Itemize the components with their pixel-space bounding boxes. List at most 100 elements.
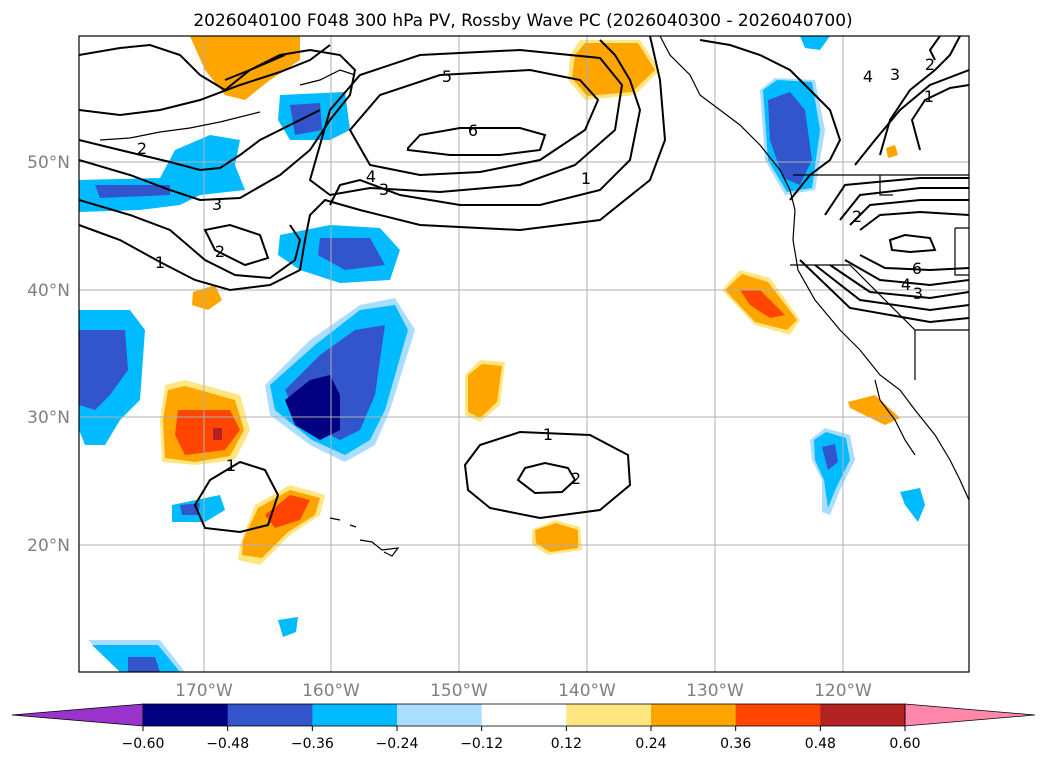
contour-line — [79, 44, 331, 117]
negative-anomaly-shading — [814, 432, 850, 508]
contour-line — [329, 39, 642, 206]
colorbar: −0.60 −0.48 −0.36 −0.24 −0.12 0.12 0.24 0.36 0.4… — [11, 703, 1036, 752]
negative-anomaly-shading — [900, 488, 925, 522]
contour-label: 2 — [925, 55, 935, 74]
colorbar-segment — [397, 704, 483, 726]
negative-anomaly-shading — [278, 617, 298, 637]
contour-line — [348, 68, 600, 177]
contour-line — [79, 109, 321, 172]
graticule — [79, 36, 969, 672]
colorbar-tick-label: −0.48 — [206, 736, 249, 752]
negative-anomaly-shading — [318, 238, 385, 270]
lon-label: 170°W — [175, 681, 233, 701]
contour-line — [799, 259, 969, 324]
colorbar-tick-label: −0.24 — [376, 736, 419, 752]
lat-label: 20°N — [27, 536, 70, 556]
colorbar-tick-label: 0.60 — [889, 736, 920, 752]
contour-label: 4 — [863, 67, 873, 86]
contour-line — [824, 177, 969, 216]
contour-label: 3 — [890, 65, 900, 84]
negative-anomaly-shading — [822, 444, 838, 470]
latitude-labels: 50°N 40°N 30°N 20°N — [27, 153, 70, 556]
positive-anomaly-shading — [572, 43, 655, 96]
positive-anomaly-shading — [886, 145, 898, 158]
contour-label: 4 — [901, 275, 911, 294]
contour-line — [859, 210, 969, 231]
contour-line — [407, 127, 547, 156]
contour-label: 2 — [571, 469, 581, 488]
positive-anomaly-shading — [175, 410, 240, 455]
lon-label: 150°W — [430, 681, 488, 701]
contour-label: 5 — [442, 67, 452, 86]
lon-label: 160°W — [302, 681, 360, 701]
contour-label: 2 — [852, 207, 862, 226]
negative-anomaly-shading — [128, 657, 160, 672]
colorbar-tick-label: 0.48 — [805, 736, 836, 752]
positive-anomaly-shading — [468, 364, 502, 418]
contour-line — [888, 233, 937, 254]
colorbar-segment — [481, 704, 567, 726]
contour-label: 1 — [581, 169, 591, 188]
longitude-labels: 170°W 160°W 150°W 140°W 130°W 120°W — [175, 681, 872, 701]
contour-label: 2 — [215, 242, 225, 261]
colorbar-segment — [735, 704, 821, 726]
contour-label: 1 — [924, 87, 934, 106]
colorbar-tick-label: −0.60 — [122, 736, 165, 752]
colorbar-segment — [143, 704, 229, 726]
contour-line — [859, 254, 969, 272]
colorbar-tick-label: 0.24 — [635, 736, 666, 752]
colorbar-extend-max — [904, 703, 1036, 727]
positive-anomaly-shading — [192, 285, 222, 310]
contour-line — [849, 199, 969, 226]
colorbar-tick-label: 0.36 — [720, 736, 751, 752]
positive-anomaly-shading — [265, 495, 310, 528]
contour-labels: 5 6 4 3 2 1 2 3 1 1 2 1 6 4 3 2 1 4 3 2 … — [137, 55, 935, 488]
negative-anomaly-shading — [79, 330, 128, 410]
negative-anomaly-shading — [95, 185, 170, 198]
colorbar-frame — [142, 703, 906, 727]
contour-label: 3 — [212, 195, 222, 214]
colorbar-segment — [312, 704, 398, 726]
lon-label: 130°W — [686, 681, 744, 701]
contour-label: 1 — [155, 253, 165, 272]
contour-line — [928, 36, 941, 61]
contour-label: 3 — [913, 284, 923, 303]
contour-line — [79, 48, 357, 202]
colorbar-extend-min — [11, 703, 144, 727]
lon-label: 140°W — [558, 681, 616, 701]
lon-label: 120°W — [814, 681, 872, 701]
contour-line — [829, 264, 969, 300]
coastlines — [99, 36, 969, 557]
contour-line — [463, 430, 632, 520]
lat-label: 40°N — [27, 281, 70, 301]
contour-line — [910, 84, 969, 151]
contour-line — [516, 461, 577, 495]
contour-line — [193, 460, 280, 534]
contour-label: 6 — [468, 121, 478, 140]
negative-anomaly-shading — [800, 36, 830, 50]
colorbar-segment — [651, 704, 737, 726]
map-frame — [78, 35, 970, 673]
negative-anomaly-shading — [285, 375, 340, 440]
positive-anomaly-shading — [740, 290, 785, 318]
colorbar-tick-label: −0.36 — [291, 736, 334, 752]
contour-line — [839, 187, 969, 221]
positive-anomaly-shading — [213, 428, 222, 440]
contour-label: 4 — [366, 167, 376, 186]
contour-line — [699, 39, 842, 201]
positive-anomaly-shading — [190, 36, 300, 100]
negative-anomaly-shading — [290, 103, 322, 135]
contour-line — [79, 36, 667, 292]
colorbar-segment — [566, 704, 652, 726]
colorbar-segment — [820, 704, 906, 726]
contour-line — [203, 223, 270, 267]
colorbar-segment — [227, 704, 313, 726]
pv-contours — [79, 36, 969, 534]
contour-line — [79, 43, 286, 92]
contour-label: 1 — [226, 456, 236, 475]
lat-label: 30°N — [27, 408, 70, 428]
contour-line — [79, 199, 302, 280]
figure-title: 2026040100 F048 300 hPa PV, Rossby Wave … — [193, 11, 852, 31]
contour-line — [814, 264, 969, 312]
